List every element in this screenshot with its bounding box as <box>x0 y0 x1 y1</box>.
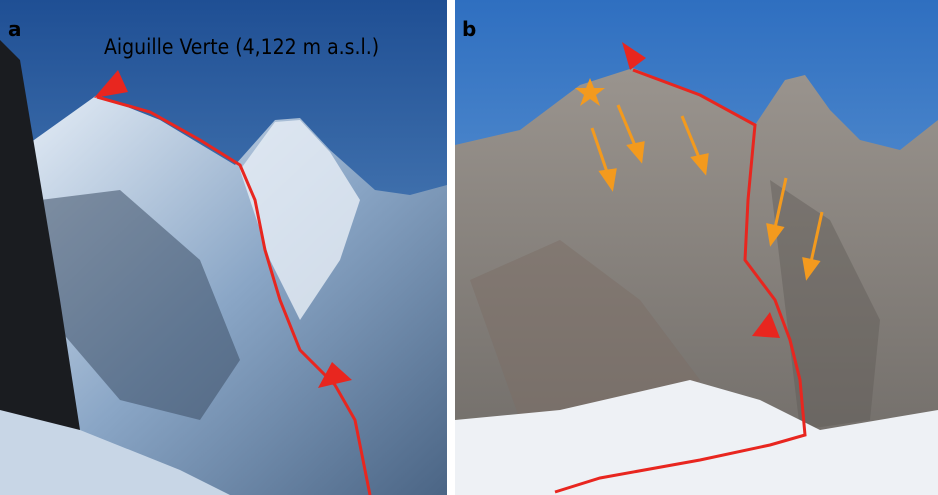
glacier <box>455 380 938 495</box>
arrowhead <box>802 257 821 281</box>
route-marker <box>318 362 352 388</box>
rockfall-arrows <box>590 104 824 281</box>
arrow <box>773 177 788 229</box>
panel-a: a Aiguille Verte (4,122 m a.s.l.) <box>0 0 447 495</box>
route-line <box>554 68 807 494</box>
rock-face <box>40 190 240 420</box>
arrowhead <box>626 141 645 164</box>
foreground-snow <box>0 410 230 495</box>
arrow <box>809 211 824 263</box>
route-marker <box>752 312 780 338</box>
dark-rock <box>0 40 80 440</box>
route-line <box>96 95 372 495</box>
arrow <box>680 115 702 161</box>
rock-face <box>470 240 700 430</box>
arrow <box>616 104 638 149</box>
arrow <box>590 127 610 176</box>
panel-label: a <box>8 17 22 41</box>
arrowhead <box>598 168 617 192</box>
star-marker <box>575 78 605 106</box>
route-marker <box>622 42 646 70</box>
panel-b: b <box>455 0 938 495</box>
snow-couloir <box>240 120 360 320</box>
caption: Aiguille Verte (4,122 m a.s.l.) <box>104 35 379 59</box>
arrowhead <box>690 153 709 176</box>
route-marker <box>94 70 128 98</box>
panel-label: b <box>462 17 476 41</box>
arrowhead <box>766 223 785 247</box>
